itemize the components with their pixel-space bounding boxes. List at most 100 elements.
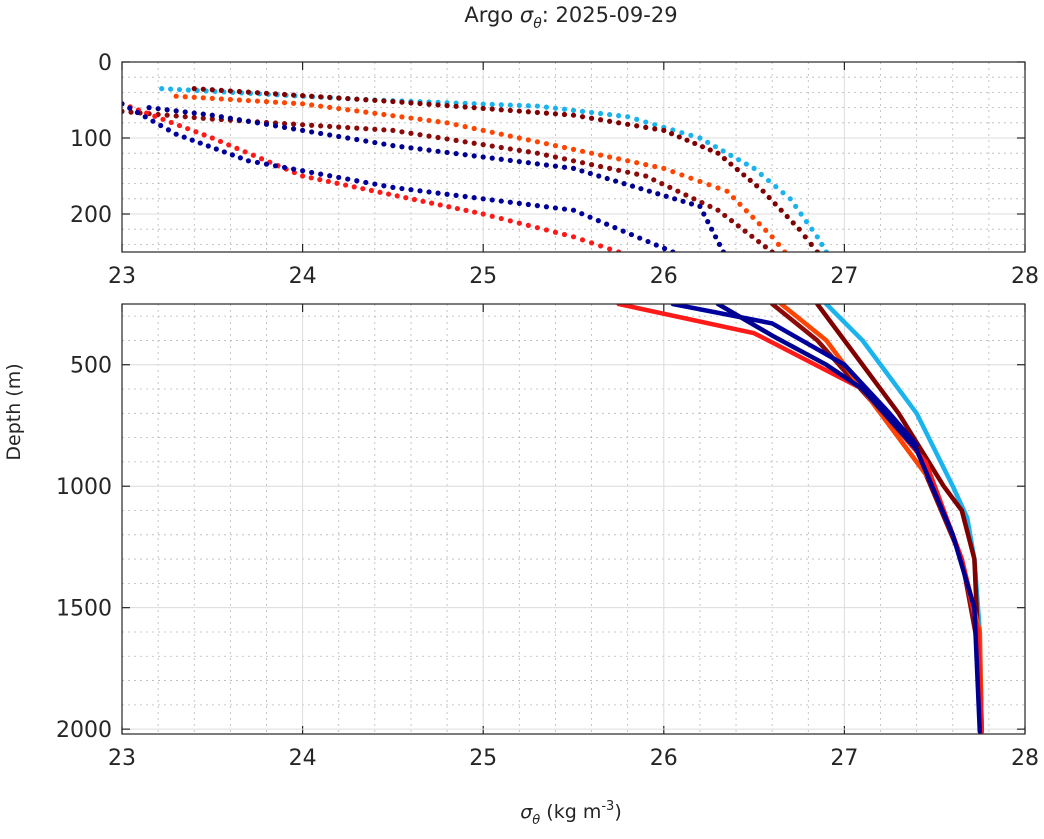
profile-navy-b-point	[489, 155, 495, 161]
profile-red-point	[226, 142, 232, 148]
profile-dark-red-a-point	[272, 91, 279, 97]
profile-light-blue-point	[720, 148, 726, 154]
profile-orange-point	[390, 113, 396, 119]
profile-dark-red-a-point	[516, 108, 522, 114]
profile-dark-red-a-point	[200, 86, 206, 92]
profile-dark-red-b-point	[336, 124, 342, 130]
profile-orange-point	[625, 158, 631, 164]
x-tick-label: 28	[1011, 264, 1039, 289]
profile-navy-a-point	[263, 161, 270, 167]
profile-orange-point	[775, 241, 782, 247]
profile-navy-a-point	[245, 158, 252, 164]
profile-orange-point	[643, 162, 649, 168]
profile-light-blue-point	[643, 119, 649, 125]
profile-orange-point	[453, 122, 459, 128]
profile-orange-point	[426, 117, 432, 124]
profile-navy-b-point	[363, 138, 369, 144]
profile-navy-a-point	[122, 101, 125, 107]
profile-dark-red-b-point	[363, 126, 369, 132]
profile-dark-red-a-point	[643, 124, 649, 130]
profile-navy-a-point	[587, 214, 593, 220]
profile-dark-red-a-point	[707, 147, 713, 153]
profile-red-point	[543, 227, 550, 233]
profile-dark-red-a-point	[616, 120, 622, 126]
profile-red-point	[420, 198, 426, 204]
profile-red-point	[454, 205, 460, 212]
y-axis-label: Depth (m)	[3, 363, 25, 460]
profile-dark-red-a-point	[453, 103, 459, 109]
profile-navy-b-point	[200, 111, 206, 117]
profile-navy-b-point	[570, 165, 577, 171]
profile-orange-point	[706, 182, 712, 188]
profile-navy-b-point	[164, 107, 170, 113]
profile-dark-red-a-point	[462, 104, 468, 110]
profile-orange-point	[227, 96, 233, 103]
profile-dark-red-b-point	[462, 139, 468, 145]
profile-dark-red-a-point	[290, 92, 297, 98]
profile-dark-red-b-point	[707, 203, 713, 209]
profile-dark-red-a-point	[191, 86, 197, 92]
profile-light-blue-point	[803, 219, 810, 225]
profile-navy-b-point	[218, 114, 224, 120]
profile-navy-a-point	[645, 238, 651, 245]
profile-light-blue-point	[679, 130, 685, 136]
profile-dark-red-b-point	[570, 158, 577, 164]
profile-navy-a-point	[181, 134, 187, 140]
profile-dark-red-b-point	[327, 123, 333, 130]
profile-navy-a-point	[408, 187, 414, 193]
profile-red-line	[616, 304, 984, 734]
profile-navy-a-point	[637, 235, 643, 241]
profile-dark-red-b-point	[588, 162, 595, 168]
profile-dark-red-a-point	[570, 112, 577, 118]
profile-light-blue-point	[607, 111, 613, 118]
profile-navy-b-point	[236, 117, 242, 123]
profile-navy-b-point	[507, 157, 513, 164]
profile-orange-point	[236, 97, 242, 103]
profile-navy-a-point	[579, 211, 585, 217]
profile-dark-red-a-point	[790, 220, 796, 226]
profile-dark-red-a-point	[300, 93, 306, 99]
profile-dark-red-a-point	[579, 114, 586, 120]
profile-navy-a-point	[213, 146, 219, 152]
profile-light-blue-point	[625, 114, 631, 120]
profile-navy-b-point	[372, 139, 378, 146]
profile-orange-point	[290, 100, 297, 106]
profile-red-point	[561, 231, 568, 238]
profile-orange-point	[715, 185, 721, 191]
axes-frame	[121, 61, 1026, 253]
profile-navy-a-point	[165, 127, 172, 133]
profile-dark-red-b-point	[607, 165, 613, 171]
profile-dark-red-b-point	[399, 129, 405, 135]
profile-dark-red-b-point	[683, 192, 689, 198]
profile-light-blue-point	[525, 103, 531, 109]
profile-dark-red-a-point	[741, 172, 747, 178]
profile-navy-b-point	[336, 133, 342, 140]
profile-orange-point	[309, 102, 315, 108]
profile-light-blue-point	[809, 226, 815, 232]
profile-red-point	[308, 175, 314, 181]
profile-orange-point	[652, 163, 658, 170]
profile-dark-red-b-point	[498, 144, 504, 151]
profile-dark-red-b-point	[579, 160, 586, 166]
profile-dark-red-b-point	[281, 120, 288, 127]
profile-navy-b-point	[227, 115, 233, 121]
profile-navy-a-point	[552, 205, 559, 211]
profile-dark-red-a-point	[254, 90, 261, 96]
profile-red-point	[570, 234, 577, 240]
profile-dark-red-a-point	[399, 99, 405, 105]
profile-navy-b-point	[552, 163, 559, 169]
profile-dark-red-b-point	[128, 109, 134, 115]
profile-dark-red-b-point	[756, 238, 762, 245]
profile-navy-a-point	[516, 200, 522, 206]
profile-light-blue-point	[743, 161, 749, 167]
profile-light-blue-point	[597, 110, 604, 117]
profile-red-point	[386, 191, 392, 197]
profile-navy-a-point	[390, 184, 396, 190]
profile-navy-b-point	[345, 135, 351, 141]
profile-dark-red-b-point	[691, 196, 697, 202]
plot-area	[122, 62, 1025, 252]
profile-navy-b-point	[254, 120, 261, 126]
profile-orange-point	[318, 103, 324, 109]
profile-orange-point	[272, 99, 279, 105]
profile-navy-a-point	[399, 185, 405, 192]
